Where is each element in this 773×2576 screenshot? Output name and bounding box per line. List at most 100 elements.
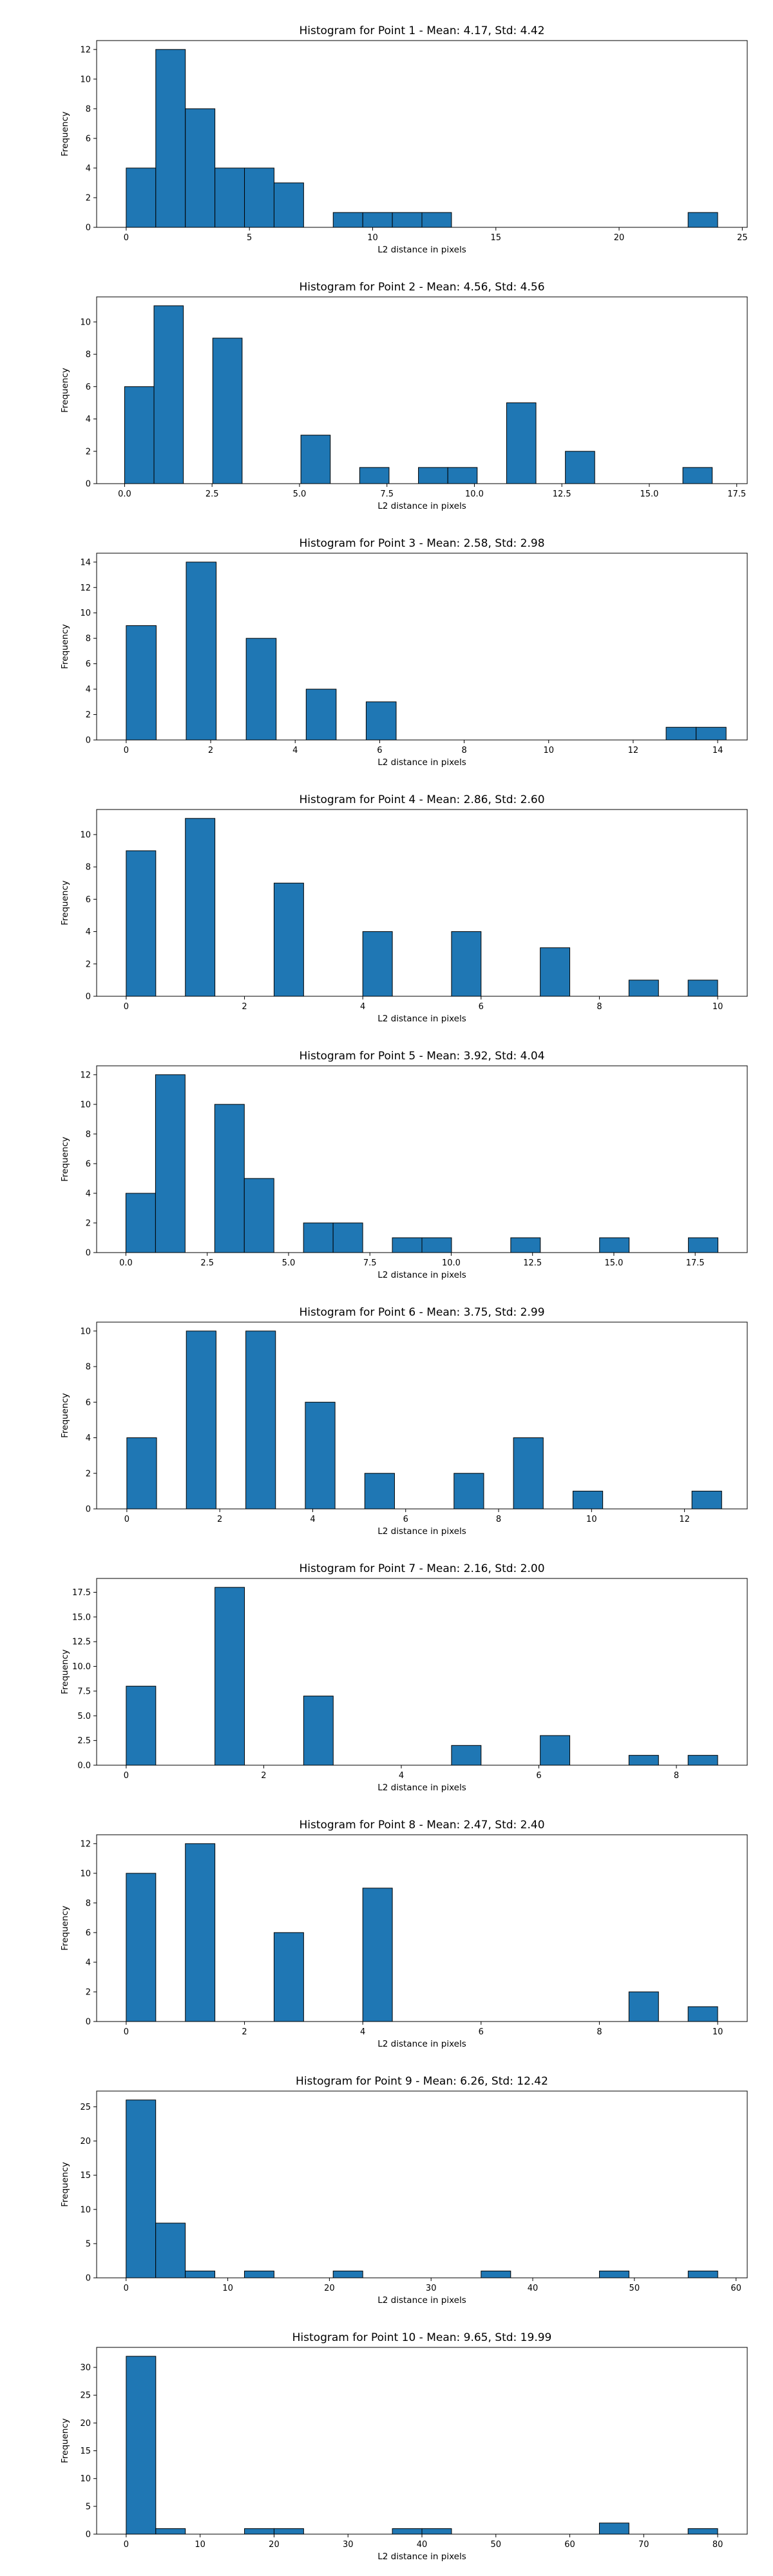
- x-axis-label: L2 distance in pixels: [377, 2552, 466, 2562]
- x-tick-label: 5: [247, 233, 252, 243]
- histogram-bar: [126, 1685, 157, 1766]
- y-tick-label: 6: [86, 1928, 91, 1938]
- y-tick-label: 10: [80, 830, 91, 840]
- x-tick-label: 15.0: [604, 1258, 623, 1268]
- x-tick-label: 6: [479, 1002, 484, 1012]
- histogram-panel-9: Histogram for Point 9 - Mean: 6.26, Std:…: [60, 2075, 748, 2306]
- chart-title: Histogram for Point 1 - Mean: 4.17, Std:…: [299, 24, 544, 37]
- histogram-bar: [153, 305, 184, 484]
- x-tick-label: 60: [730, 2284, 741, 2293]
- x-tick-label: 30: [426, 2284, 437, 2293]
- y-tick-label: 10: [80, 1100, 91, 1110]
- chart-title: Histogram for Point 7 - Mean: 2.16, Std:…: [299, 1562, 544, 1575]
- histogram-bar: [212, 337, 243, 484]
- x-axis-label: L2 distance in pixels: [377, 501, 466, 511]
- histogram-bar: [418, 467, 448, 484]
- y-tick-label: 6: [86, 895, 91, 905]
- x-tick-label: 4: [310, 1515, 315, 1524]
- x-tick-label: 20: [614, 233, 625, 243]
- x-tick-label: 10: [543, 746, 554, 755]
- histogram-bar: [126, 2099, 157, 2278]
- y-tick-label: 4: [86, 927, 91, 937]
- chart-title: Histogram for Point 5 - Mean: 3.92, Std:…: [299, 1050, 544, 1063]
- x-tick-label: 10: [195, 2540, 205, 2550]
- x-tick-label: 10: [712, 2027, 723, 2037]
- x-tick-label: 0: [124, 2027, 129, 2037]
- histogram-bar: [665, 726, 697, 741]
- y-tick-label: 0: [86, 2274, 91, 2284]
- x-tick-label: 12: [679, 1515, 690, 1524]
- y-tick-label: 0: [86, 2018, 91, 2027]
- histogram-bar: [540, 1735, 571, 1766]
- y-tick-label: 2: [86, 1987, 91, 1997]
- y-tick-label: 25: [80, 2391, 91, 2401]
- y-axis-label: Frequency: [60, 1906, 70, 1951]
- y-tick-label: 6: [86, 1398, 91, 1408]
- y-tick-label: 8: [86, 1363, 91, 1372]
- chart-title: Histogram for Point 3 - Mean: 2.58, Std:…: [299, 537, 544, 550]
- histogram-bar: [244, 2528, 274, 2535]
- y-tick-label: 12: [80, 45, 91, 55]
- y-tick-label: 4: [86, 1958, 91, 1967]
- histogram-bar: [392, 2528, 423, 2535]
- y-tick-label: 4: [86, 685, 91, 695]
- y-tick-label: 10: [80, 2474, 91, 2484]
- y-axis-label: Frequency: [60, 2418, 70, 2463]
- histogram-bar: [628, 980, 659, 997]
- histogram-bar: [155, 1074, 186, 1253]
- histogram-bar: [186, 1331, 216, 1510]
- histogram-bar: [305, 688, 337, 741]
- x-tick-label: 2: [242, 2027, 247, 2037]
- x-tick-label: 25: [737, 233, 748, 243]
- x-tick-label: 17.5: [686, 1258, 705, 1268]
- y-tick-label: 2: [86, 193, 91, 203]
- x-tick-label: 5.0: [282, 1258, 296, 1268]
- y-tick-label: 17.5: [72, 1588, 91, 1598]
- histogram-bar: [125, 1193, 156, 1253]
- histogram-panel-7: Histogram for Point 7 - Mean: 2.16, Std:…: [60, 1562, 748, 1793]
- histogram-bar: [359, 467, 390, 484]
- histogram-bar: [365, 701, 397, 741]
- y-tick-label: 0: [86, 736, 91, 746]
- histogram-bar: [243, 2270, 274, 2278]
- y-tick-label: 12: [80, 583, 91, 593]
- x-tick-label: 30: [343, 2540, 354, 2550]
- y-tick-label: 6: [86, 659, 91, 669]
- x-tick-label: 5.0: [293, 489, 307, 499]
- y-tick-label: 8: [86, 1899, 91, 1908]
- histogram-panel-4: Histogram for Point 4 - Mean: 2.86, Std:…: [60, 793, 748, 1024]
- histogram-bar: [364, 1473, 395, 1510]
- histogram-bar: [362, 931, 393, 997]
- histogram-bar: [696, 726, 727, 741]
- x-tick-label: 8: [496, 1515, 501, 1524]
- x-tick-label: 2.5: [205, 489, 219, 499]
- histogram-bar: [687, 1755, 718, 1766]
- histogram-bar: [565, 451, 595, 484]
- histogram-bar: [126, 625, 157, 741]
- x-tick-label: 7.5: [380, 489, 394, 499]
- histogram-bar: [273, 2528, 304, 2535]
- histogram-bar: [332, 212, 363, 228]
- y-tick-label: 12: [80, 1839, 91, 1849]
- histogram-bar: [687, 2528, 718, 2535]
- x-tick-label: 14: [712, 746, 723, 755]
- x-tick-label: 70: [638, 2540, 649, 2550]
- chart-title: Histogram for Point 2 - Mean: 4.56, Std:…: [299, 281, 544, 294]
- x-tick-label: 4: [360, 1002, 365, 1012]
- x-tick-label: 40: [528, 2284, 539, 2293]
- x-tick-label: 0: [124, 1515, 129, 1524]
- histogram-bar: [186, 562, 217, 741]
- y-tick-label: 15.0: [72, 1613, 91, 1622]
- y-tick-label: 4: [86, 1189, 91, 1198]
- histogram-bar: [453, 1473, 484, 1510]
- x-tick-label: 2: [242, 1002, 247, 1012]
- x-tick-label: 8: [596, 2027, 602, 2037]
- histogram-panel-5: Histogram for Point 5 - Mean: 3.92, Std:…: [60, 1050, 748, 1280]
- x-axis-label: L2 distance in pixels: [377, 1526, 466, 1537]
- y-tick-label: 4: [86, 164, 91, 173]
- y-tick-label: 30: [80, 2363, 91, 2373]
- histogram-bar: [243, 1178, 274, 1253]
- axes-frame: [96, 296, 748, 484]
- y-tick-label: 15: [80, 2171, 91, 2181]
